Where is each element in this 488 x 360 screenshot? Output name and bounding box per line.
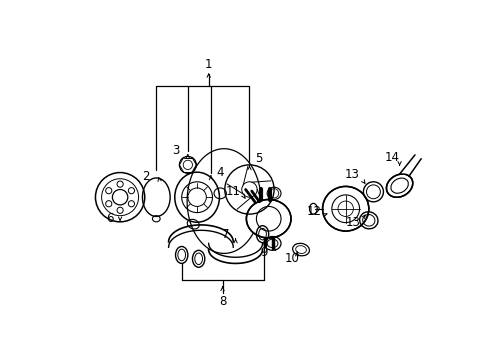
Text: 1: 1: [204, 58, 212, 71]
Ellipse shape: [246, 199, 290, 238]
Text: 13: 13: [344, 168, 359, 181]
Text: 5: 5: [254, 152, 262, 165]
Text: 9: 9: [260, 246, 267, 259]
Text: 4: 4: [216, 166, 224, 179]
Text: 10: 10: [284, 252, 299, 265]
Text: 3: 3: [172, 144, 180, 157]
Text: 6: 6: [106, 212, 114, 225]
Text: 11: 11: [225, 185, 240, 198]
Text: 7: 7: [222, 228, 229, 240]
Text: 12: 12: [306, 204, 321, 217]
Text: 8: 8: [218, 294, 226, 308]
Ellipse shape: [322, 186, 368, 231]
Text: 2: 2: [142, 170, 149, 183]
Text: 14: 14: [384, 150, 399, 164]
Ellipse shape: [386, 174, 412, 197]
Text: 13: 13: [346, 216, 360, 229]
